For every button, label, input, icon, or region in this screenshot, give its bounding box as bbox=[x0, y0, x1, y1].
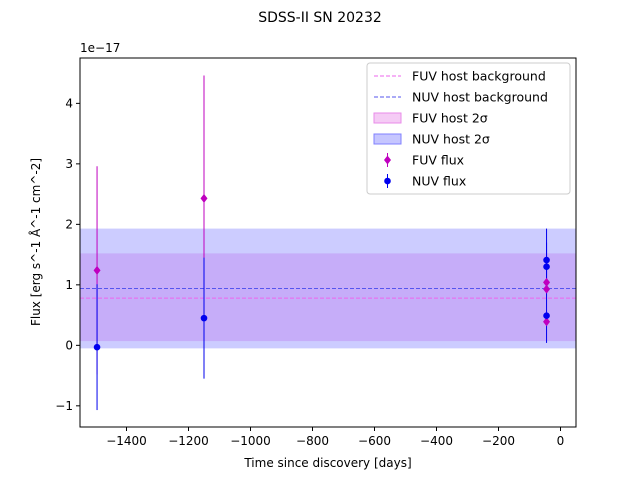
fuv-flux-point bbox=[543, 277, 551, 287]
x-tick-label: 0 bbox=[557, 434, 565, 448]
fuv-flux-point bbox=[543, 284, 551, 294]
x-tick-label: −600 bbox=[358, 434, 391, 448]
y-multiplier-label: 1e−17 bbox=[80, 41, 120, 55]
legend-nuv-host-2sigma-label: NUV host 2σ bbox=[412, 132, 490, 147]
nuv-flux-point bbox=[200, 314, 208, 322]
y-axis: −1 0 1 2 3 4 bbox=[55, 96, 80, 413]
legend-nuv-flux-swatch bbox=[384, 177, 391, 185]
x-tick-label: −800 bbox=[296, 434, 329, 448]
x-axis-label: Time since discovery [days] bbox=[243, 456, 411, 470]
legend-fuv-flux-swatch bbox=[384, 155, 391, 165]
plot-frame bbox=[79, 57, 577, 428]
y-tick-label: 1 bbox=[65, 278, 73, 292]
data-markers bbox=[93, 193, 551, 351]
chart-title: SDSS-II SN 20232 bbox=[258, 10, 382, 26]
nuv-flux-point bbox=[543, 256, 550, 264]
x-tick-label: −1400 bbox=[106, 434, 147, 448]
nuv-flux-point bbox=[543, 263, 550, 270]
nuv-flux-point bbox=[543, 312, 550, 319]
y-tick-label: 3 bbox=[65, 157, 73, 171]
host-background-lines bbox=[80, 287, 576, 299]
x-tick-label: −400 bbox=[420, 434, 453, 448]
y-tick-label: 4 bbox=[65, 96, 73, 110]
legend-fuv-host-2sigma-swatch bbox=[373, 112, 402, 124]
y-tick-label: −1 bbox=[55, 399, 73, 413]
legend-nuv-host-background-label: NUV host background bbox=[412, 90, 548, 105]
legend-fuv-host-background-label: FUV host background bbox=[412, 69, 546, 84]
legend-nuv-flux-label: NUV flux bbox=[412, 174, 466, 189]
legend-nuv-host-2sigma-swatch bbox=[373, 133, 402, 145]
legend: FUV host background NUV host background FU… bbox=[366, 62, 571, 195]
fuv-flux-point bbox=[200, 193, 208, 203]
x-tick-label: −200 bbox=[482, 434, 515, 448]
legend-fuv-flux-label: FUV flux bbox=[412, 153, 464, 168]
legend-fuv-host-2sigma-label: FUV host 2σ bbox=[412, 111, 488, 126]
y-tick-label: 2 bbox=[65, 217, 73, 231]
legend-box bbox=[366, 62, 571, 195]
y-axis-label: Flux [erg s^-1 Å^-1 cm^-2] bbox=[28, 158, 43, 326]
fuv-flux-point bbox=[543, 317, 551, 327]
x-tick-label: −1000 bbox=[230, 434, 271, 448]
x-axis: −1400 −1200 −1000 −800 −600 −400 −200 0 bbox=[106, 427, 564, 448]
host-band-fuv bbox=[80, 253, 576, 342]
fuv-flux-point bbox=[93, 265, 101, 275]
nuv-flux-point bbox=[93, 343, 101, 351]
x-tick-label: −1200 bbox=[168, 434, 209, 448]
y-tick-label: 0 bbox=[65, 338, 73, 352]
